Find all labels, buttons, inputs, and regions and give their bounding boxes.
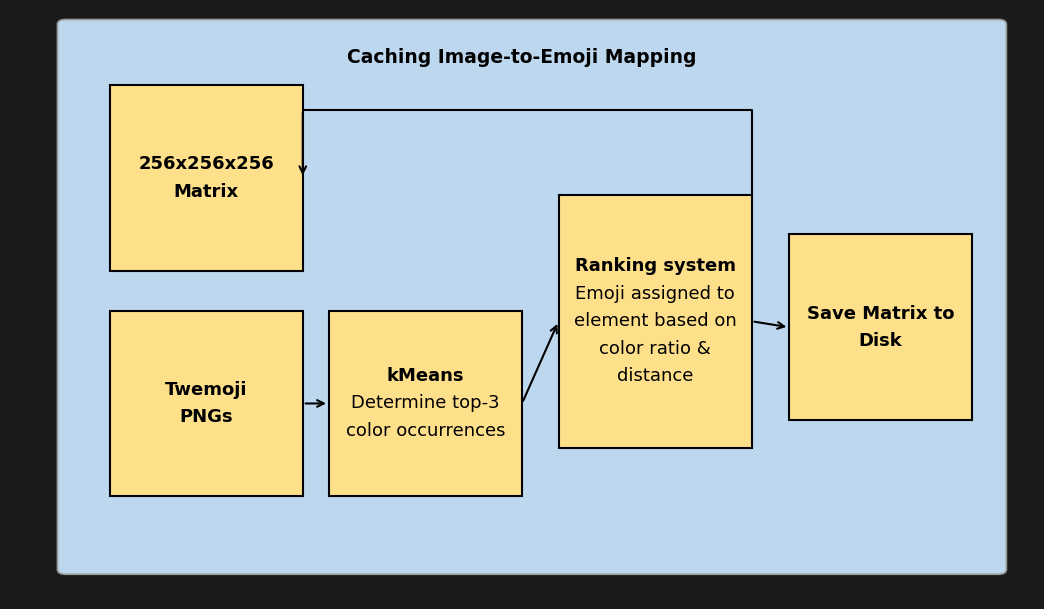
Text: Emoji assigned to: Emoji assigned to <box>575 285 735 303</box>
Text: Matrix: Matrix <box>173 183 239 201</box>
Text: distance: distance <box>617 367 693 385</box>
Text: PNGs: PNGs <box>180 408 233 426</box>
Text: Disk: Disk <box>859 332 902 350</box>
Text: Determine top-3: Determine top-3 <box>351 395 500 412</box>
Bar <box>559 195 752 448</box>
Bar <box>329 311 522 496</box>
Text: 256x256x256: 256x256x256 <box>138 155 275 174</box>
Bar <box>110 311 303 496</box>
Text: color occurrences: color occurrences <box>346 422 505 440</box>
FancyBboxPatch shape <box>57 19 1006 574</box>
Text: Caching Image-to-Emoji Mapping: Caching Image-to-Emoji Mapping <box>348 48 696 68</box>
Text: Save Matrix to: Save Matrix to <box>807 304 954 323</box>
Bar <box>789 234 972 420</box>
Text: Ranking system: Ranking system <box>574 258 736 275</box>
Text: kMeans: kMeans <box>386 367 465 385</box>
Text: Twemoji: Twemoji <box>165 381 247 399</box>
Bar <box>110 85 303 271</box>
Text: color ratio &: color ratio & <box>599 340 711 357</box>
Text: element based on: element based on <box>574 312 736 330</box>
